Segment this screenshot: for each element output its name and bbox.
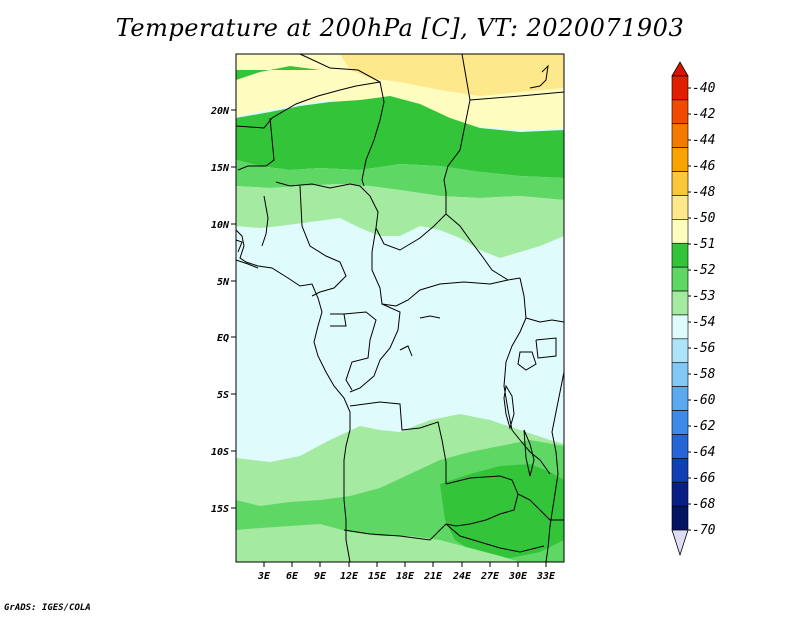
colorbar-swatch [671,481,689,507]
colorbar-swatch [671,290,689,316]
colorbar-label: -68 [692,497,716,512]
colorbar-swatch [671,266,689,292]
lon-axis: 3E 6E 9E 12E 15E 18E 21E 24E 27E 30E 33E [257,562,556,582]
colorbar-label: -60 [692,393,716,408]
colorbar-swatch [671,242,689,268]
lon-tick-24e: 24E [452,571,472,582]
colorbar-label: -44 [692,133,715,148]
lat-tick-eq: EQ [217,333,229,344]
lon-tick-27e: 27E [480,571,500,582]
software-credit: GrADS: IGES/COLA [4,603,91,613]
lat-tick-10n: 10N [211,220,230,231]
colorbar-label: -51 [692,237,715,252]
colorbar-swatch [671,458,689,483]
lon-tick-18e: 18E [396,571,415,582]
colorbar-bottom-arrow [671,529,689,557]
lon-tick-33e: 33E [536,571,556,582]
lat-tick-5n: 5N [217,277,230,288]
contour-minus52-main [236,96,564,178]
colorbar: -40 -42 -44 -46 -48 -50 -51 -52 -53 -54 -56 -58 -60 -… [671,61,716,557]
lat-tick-5s: 5S [217,390,229,401]
colorbar-label: -40 [692,81,716,96]
colorbar-top-arrow [671,61,689,77]
colorbar-swatch [671,123,689,148]
colorbar-label: -53 [692,289,715,304]
lon-tick-30e: 30E [508,571,528,582]
contour-minus50-north [340,54,564,96]
colorbar-swatch [671,410,689,435]
colorbar-swatch [671,75,689,101]
colorbar-label: -52 [692,263,716,278]
colorbar-swatch [671,314,689,340]
colorbar-label: -58 [692,367,716,382]
map-title: Temperature at 200hPa [C], VT: 202007190… [115,14,685,42]
colorbar-label: -62 [692,419,716,434]
lon-tick-6e: 6E [286,571,299,582]
colorbar-label: -48 [692,185,716,200]
lon-tick-15e: 15E [368,571,387,582]
colorbar-label: -50 [692,211,716,226]
colorbar-label: -64 [692,445,715,460]
lat-tick-10s: 10S [211,447,229,458]
contour-minus54-band [236,184,564,258]
lat-tick-20n: 20N [210,106,230,117]
colorbar-label: -46 [692,159,716,174]
colorbar-swatch [671,386,689,411]
lon-tick-21e: 21E [423,571,443,582]
country-borders [235,53,565,563]
colorbar-swatch [671,171,689,196]
lon-tick-9e: 9E [314,571,327,582]
colorbar-label: -70 [692,523,716,538]
colorbar-swatch [671,362,689,387]
lat-axis: 20N 15N 10N 5N EQ 5S 10S 15S [210,106,236,515]
colorbar-swatch [671,434,689,459]
lon-tick-3e: 3E [257,571,271,582]
contour-minus53-band [236,160,564,200]
colorbar-label: -54 [692,315,715,330]
contour-minus52-south [440,464,564,558]
colorbar-swatch [671,147,689,172]
map-frame [235,53,565,563]
colorbar-swatch [671,505,689,531]
lon-tick-12e: 12E [340,571,359,582]
colorbar-swatch [671,195,689,220]
colorbar-swatch [671,338,689,364]
contour-minus52-band [236,66,320,80]
map-panel [235,53,565,563]
colorbar-label: -42 [692,107,716,122]
colorbar-label: -56 [692,341,716,356]
lat-tick-15n: 15N [211,163,230,174]
colorbar-label: -66 [692,471,716,486]
lat-tick-15s: 15S [211,504,229,515]
colorbar-swatch [671,99,689,125]
colorbar-swatch [671,219,689,244]
contour-minus54-southwest [236,524,520,562]
